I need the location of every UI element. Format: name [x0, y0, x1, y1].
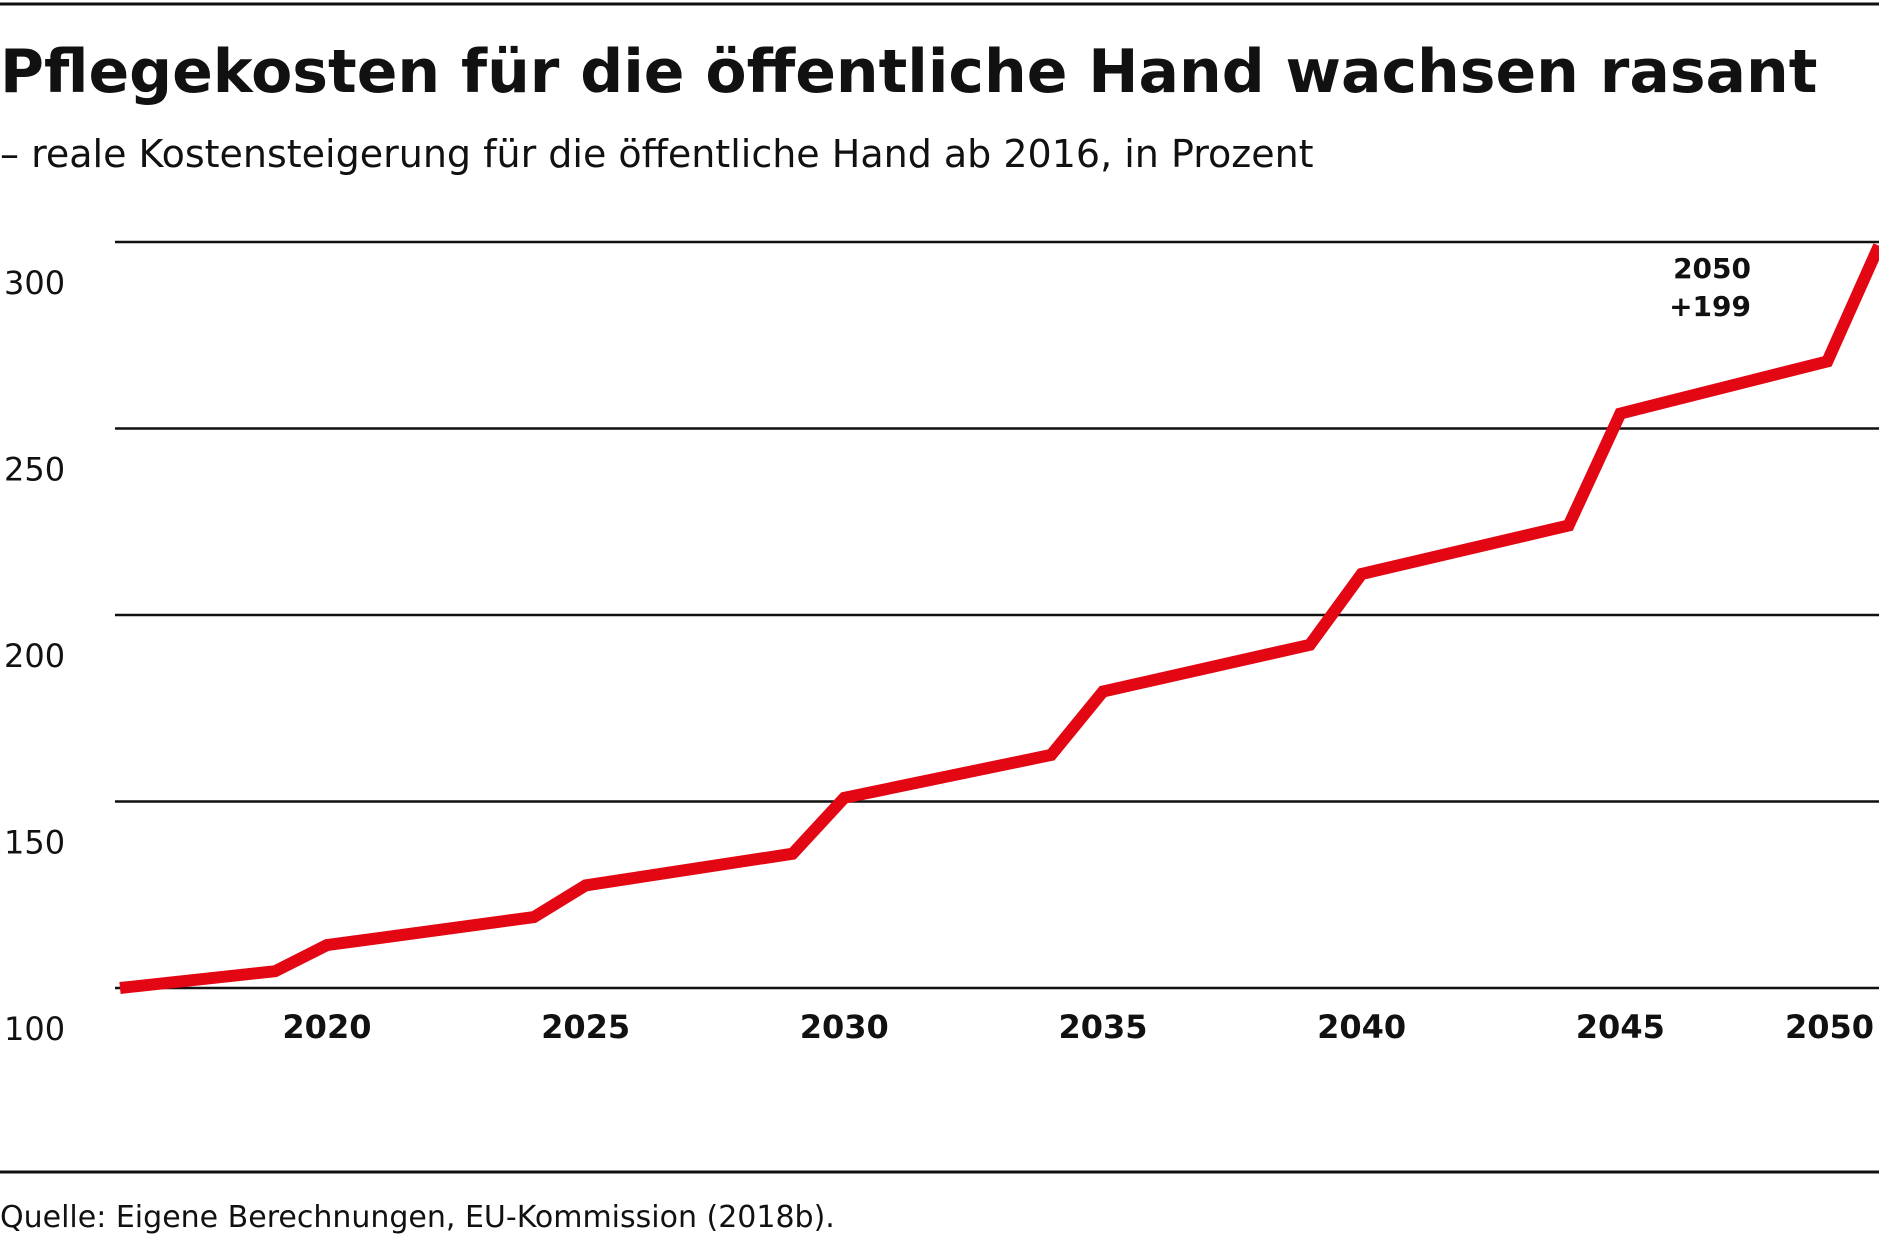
series-group — [119, 243, 1879, 994]
x-tick-2030: 2030 — [800, 1008, 889, 1046]
x-tick-2025: 2025 — [541, 1008, 630, 1046]
x-tick-2050: 2050 — [1785, 1008, 1874, 1046]
chart-title: Pflegekosten für die öffentliche Hand wa… — [0, 37, 1817, 107]
y-tick-250: 250 — [4, 451, 65, 489]
y-tick-150: 150 — [4, 824, 65, 862]
x-tick-2035: 2035 — [1058, 1008, 1147, 1046]
x-axis-ticks: 2020 2025 2030 2035 2040 2045 2050 — [282, 1008, 1874, 1046]
annotation-value: +199 — [1669, 290, 1751, 323]
y-tick-100: 100 — [4, 1010, 65, 1048]
series-line-0 — [119, 243, 1879, 994]
x-tick-2020: 2020 — [282, 1008, 371, 1046]
chart-subtitle: – reale Kostensteigerung für die öffentl… — [0, 132, 1314, 176]
y-axis-ticks: 100 150 200 250 300 — [4, 264, 65, 1048]
x-tick-2040: 2040 — [1317, 1008, 1406, 1046]
y-tick-300: 300 — [4, 264, 65, 302]
grid-lines — [115, 240, 1879, 990]
source-note: Quelle: Eigene Berechnungen, EU-Kommissi… — [0, 1200, 835, 1235]
y-tick-200: 200 — [4, 637, 65, 675]
x-tick-2045: 2045 — [1576, 1008, 1665, 1046]
annotation-year: 2050 — [1673, 252, 1751, 285]
